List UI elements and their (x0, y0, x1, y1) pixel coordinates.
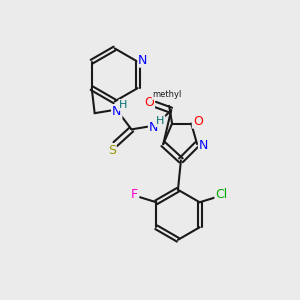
Text: O: O (193, 115, 202, 128)
Text: N: N (138, 54, 148, 67)
Text: methyl: methyl (152, 90, 182, 99)
Text: N: N (199, 139, 208, 152)
Text: H: H (119, 100, 128, 110)
Text: Cl: Cl (215, 188, 227, 201)
Text: O: O (144, 96, 154, 110)
Text: F: F (131, 188, 138, 201)
Text: H: H (156, 116, 164, 126)
Text: N: N (112, 105, 122, 118)
Text: N: N (149, 122, 158, 134)
Text: S: S (108, 144, 116, 157)
